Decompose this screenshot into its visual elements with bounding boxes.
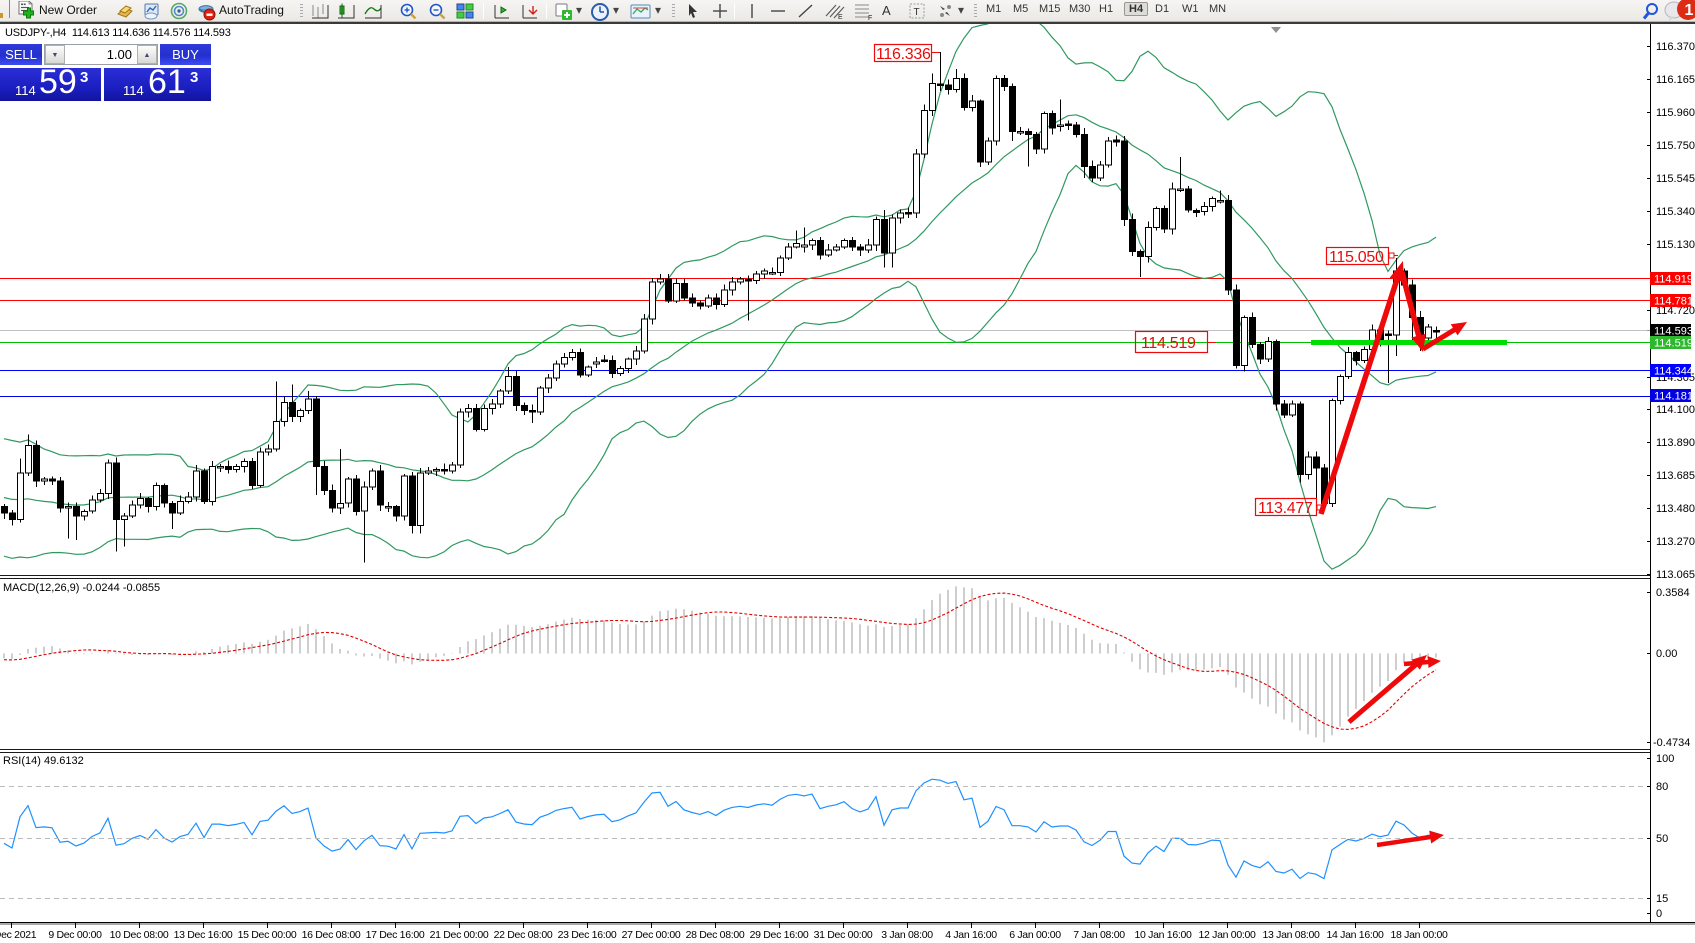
svg-text:27 Dec 00:00: 27 Dec 00:00 [622, 929, 681, 941]
svg-text:8 Dec 2021: 8 Dec 2021 [0, 929, 37, 941]
svg-text:115.545: 115.545 [1656, 173, 1695, 185]
svg-text:21 Dec 00:00: 21 Dec 00:00 [430, 929, 489, 941]
svg-text:31 Dec 00:00: 31 Dec 00:00 [814, 929, 873, 941]
svg-text:50: 50 [1656, 833, 1668, 845]
svg-text:18 Jan 00:00: 18 Jan 00:00 [1390, 929, 1448, 941]
svg-text:14 Jan 16:00: 14 Jan 16:00 [1326, 929, 1384, 941]
svg-text:15 Dec 00:00: 15 Dec 00:00 [238, 929, 297, 941]
svg-text:29 Dec 16:00: 29 Dec 16:00 [750, 929, 809, 941]
svg-text:113.270: 113.270 [1656, 536, 1695, 548]
svg-text:F: F [868, 15, 872, 21]
svg-text:113.065: 113.065 [1656, 569, 1695, 581]
svg-text:22 Dec 08:00: 22 Dec 08:00 [494, 929, 553, 941]
svg-text:114.100: 114.100 [1656, 404, 1695, 416]
svg-text:114.519: 114.519 [1141, 335, 1196, 352]
svg-text:13 Jan 08:00: 13 Jan 08:00 [1262, 929, 1320, 941]
svg-text:0: 0 [1656, 908, 1662, 920]
svg-text:MACD(12,26,9) -0.0244 -0.0855: MACD(12,26,9) -0.0244 -0.0855 [3, 582, 160, 594]
svg-text:100: 100 [1656, 753, 1674, 765]
svg-text:114.181: 114.181 [1654, 391, 1693, 403]
svg-text:114.919: 114.919 [1654, 274, 1693, 286]
svg-text:114.344: 114.344 [1654, 366, 1693, 378]
svg-text:4 Jan 16:00: 4 Jan 16:00 [945, 929, 997, 941]
svg-text:0.3584: 0.3584 [1656, 587, 1690, 599]
svg-text:114.720: 114.720 [1656, 305, 1695, 317]
svg-text:113.890: 113.890 [1656, 437, 1695, 449]
svg-text:113.685: 113.685 [1656, 470, 1695, 482]
svg-text:114.519: 114.519 [1654, 338, 1693, 350]
svg-text:6 Jan 00:00: 6 Jan 00:00 [1009, 929, 1061, 941]
svg-text:15: 15 [1656, 893, 1668, 905]
svg-text:116.165: 116.165 [1656, 74, 1695, 86]
svg-text:0.00: 0.00 [1656, 648, 1677, 660]
svg-text:10 Jan 16:00: 10 Jan 16:00 [1134, 929, 1192, 941]
svg-text:115.750: 115.750 [1656, 140, 1695, 152]
svg-text:80: 80 [1656, 781, 1668, 793]
svg-text:113.477: 113.477 [1258, 500, 1313, 517]
svg-text:10 Dec 08:00: 10 Dec 08:00 [110, 929, 169, 941]
svg-text:115.960: 115.960 [1656, 107, 1695, 119]
svg-text:3 Jan 08:00: 3 Jan 08:00 [881, 929, 933, 941]
svg-text:12 Jan 00:00: 12 Jan 00:00 [1198, 929, 1256, 941]
svg-text:T: T [914, 7, 920, 18]
svg-text:RSI(14) 49.6132: RSI(14) 49.6132 [3, 755, 84, 767]
svg-text:USDJPY-,H4 114.613 114.636 11: USDJPY-,H4 114.613 114.636 114.576 114.5… [5, 27, 231, 39]
svg-text:116.336: 116.336 [876, 46, 931, 63]
svg-text:115.050: 115.050 [1329, 249, 1384, 266]
svg-text:7 Jan 08:00: 7 Jan 08:00 [1073, 929, 1125, 941]
svg-text:23 Dec 16:00: 23 Dec 16:00 [558, 929, 617, 941]
svg-text:115.130: 115.130 [1656, 239, 1695, 251]
svg-text:116.370: 116.370 [1656, 41, 1695, 53]
svg-text:E: E [838, 14, 843, 21]
svg-text:17 Dec 16:00: 17 Dec 16:00 [366, 929, 425, 941]
svg-text:28 Dec 08:00: 28 Dec 08:00 [686, 929, 745, 941]
svg-text:-0.4734: -0.4734 [1653, 737, 1690, 749]
svg-text:16 Dec 08:00: 16 Dec 08:00 [302, 929, 361, 941]
svg-text:9 Dec 00:00: 9 Dec 00:00 [48, 929, 102, 941]
svg-text:1: 1 [1685, 2, 1694, 19]
svg-text:13 Dec 16:00: 13 Dec 16:00 [174, 929, 233, 941]
svg-text:115.340: 115.340 [1656, 206, 1695, 218]
svg-text:114.593: 114.593 [1654, 326, 1693, 338]
svg-text:114.781: 114.781 [1654, 296, 1693, 308]
svg-text:113.480: 113.480 [1656, 503, 1695, 515]
